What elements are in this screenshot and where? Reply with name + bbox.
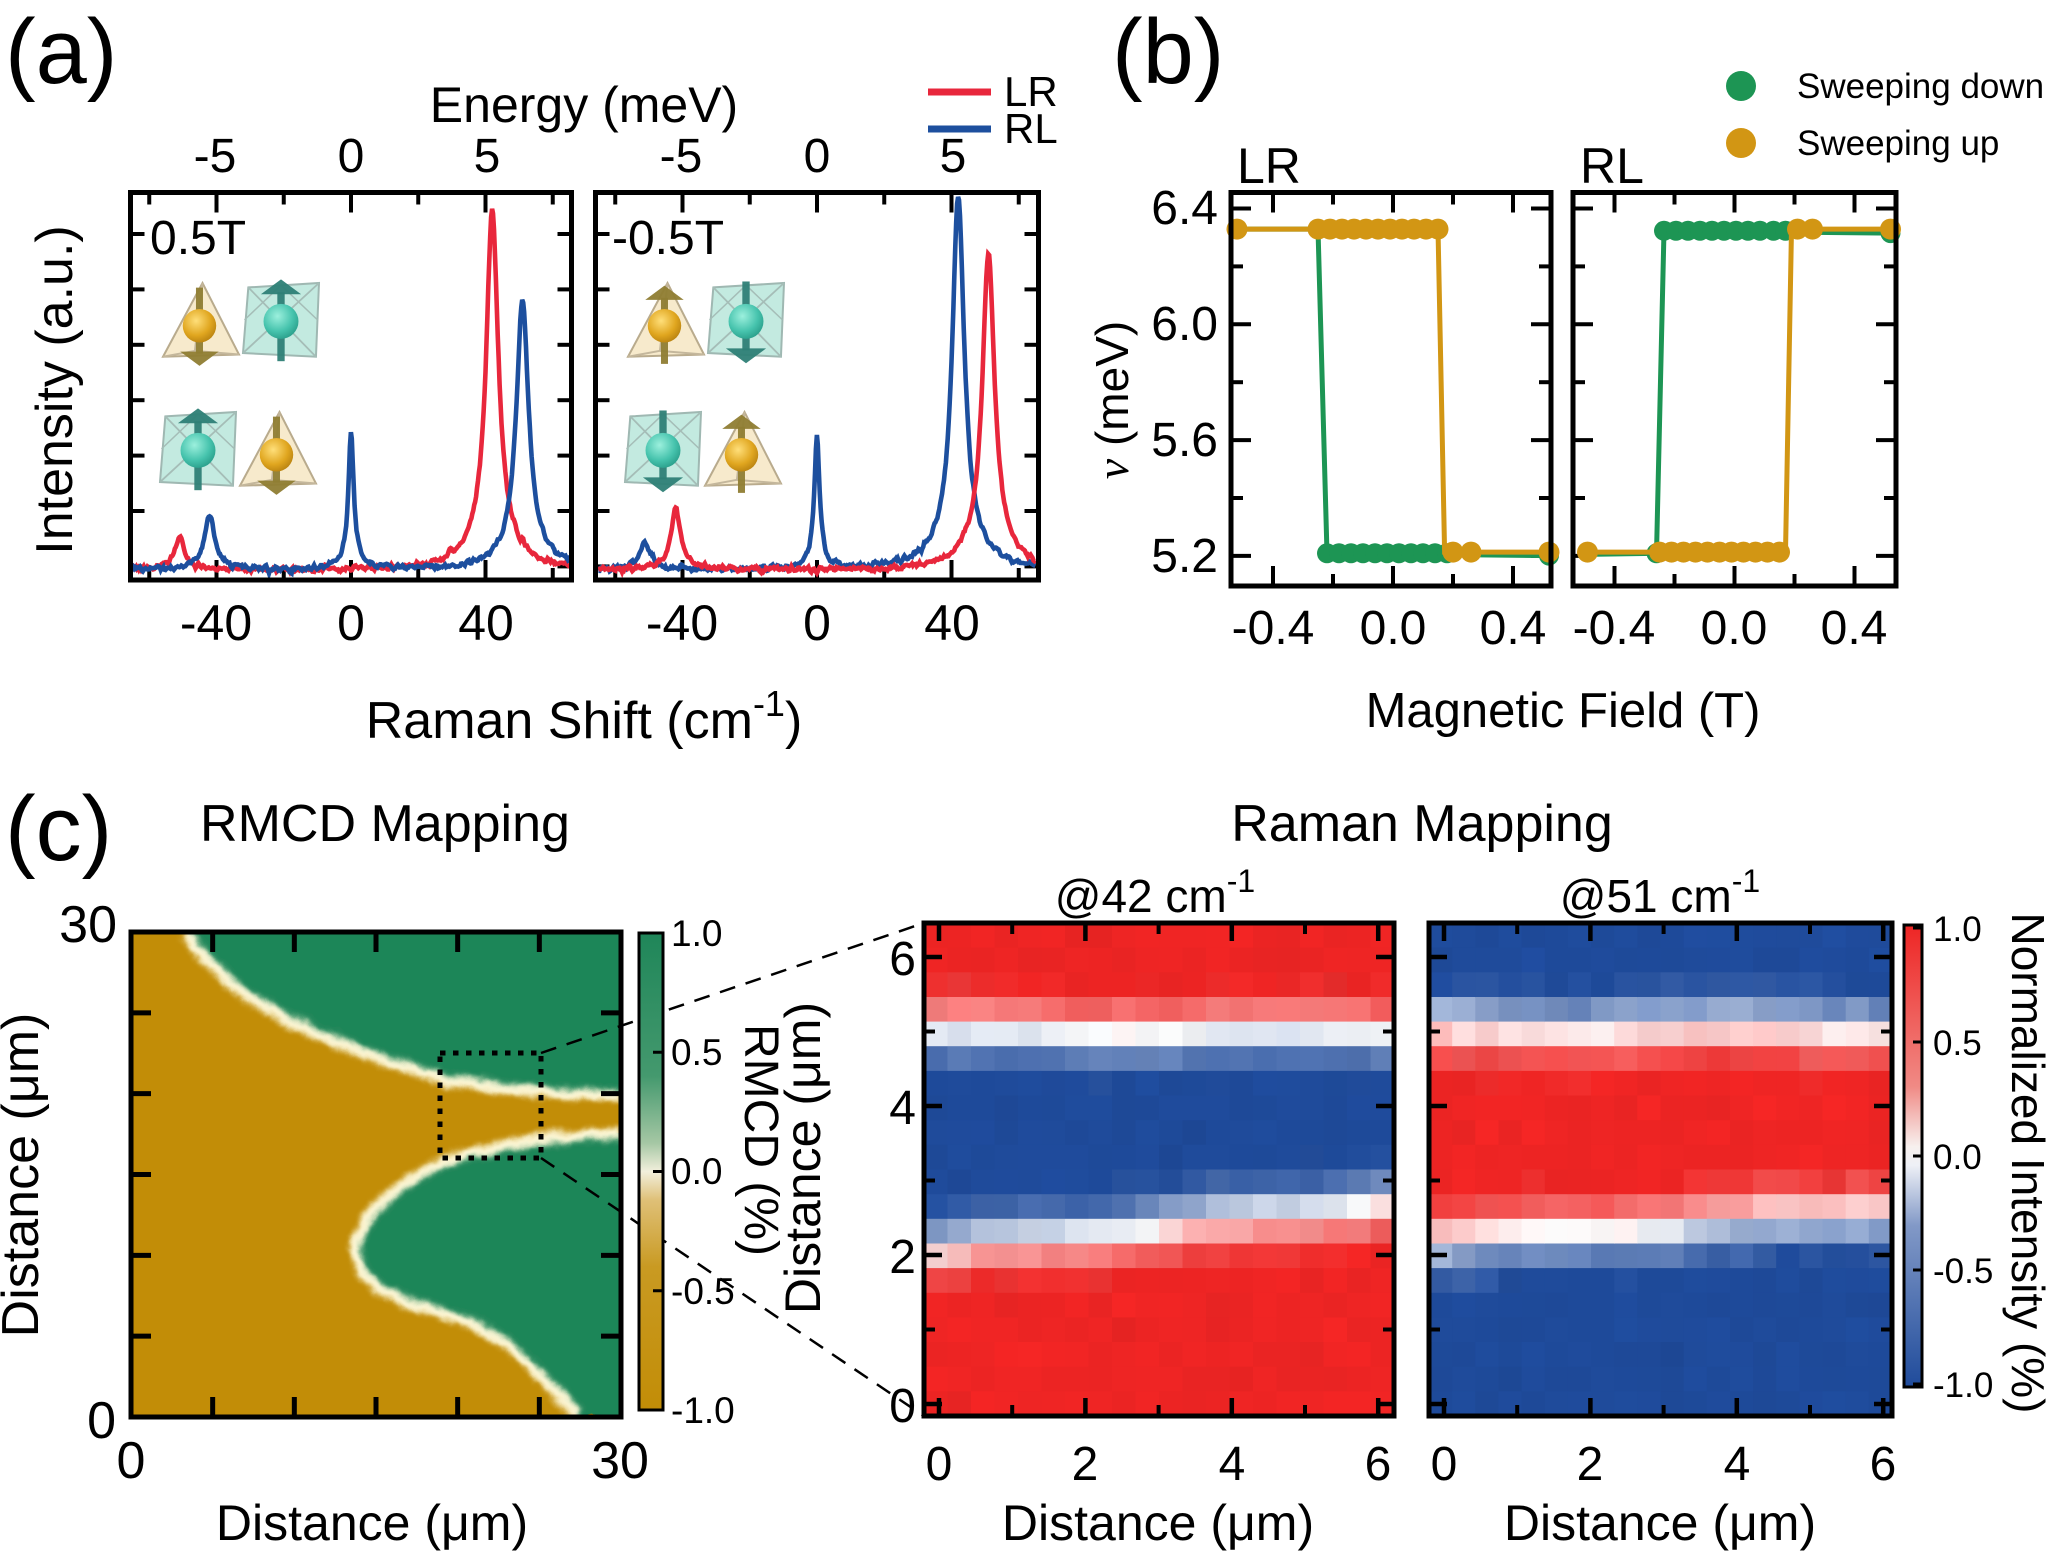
svg-text:Distance (μm): Distance (μm) xyxy=(1002,1495,1314,1551)
svg-text:5.6: 5.6 xyxy=(1151,414,1218,467)
svg-text:0: 0 xyxy=(87,1392,116,1450)
svg-text:LR: LR xyxy=(1004,68,1058,115)
svg-text:4: 4 xyxy=(889,1082,916,1135)
svg-text:0: 0 xyxy=(804,130,831,183)
svg-text:RMCD (%): RMCD (%) xyxy=(734,1024,787,1256)
svg-text:0.0: 0.0 xyxy=(1360,602,1427,655)
svg-text:Distance (μm): Distance (μm) xyxy=(0,1013,50,1338)
svg-text:0.0: 0.0 xyxy=(671,1151,722,1192)
svg-text:@42 cm-1: @42 cm-1 xyxy=(1055,863,1255,922)
svg-text:0.4: 0.4 xyxy=(1480,602,1547,655)
svg-text:-1.0: -1.0 xyxy=(671,1390,735,1431)
svg-text:0: 0 xyxy=(338,130,365,183)
svg-text:0: 0 xyxy=(803,595,831,651)
svg-text:0.4: 0.4 xyxy=(1821,602,1888,655)
svg-text:5: 5 xyxy=(474,130,501,183)
svg-text:0: 0 xyxy=(117,1432,146,1490)
svg-text:0.0: 0.0 xyxy=(1701,602,1768,655)
svg-text:0.5: 0.5 xyxy=(1933,1024,1982,1063)
svg-text:0: 0 xyxy=(889,1380,916,1433)
svg-text:(a): (a) xyxy=(5,1,117,103)
svg-text:2: 2 xyxy=(1072,1438,1099,1491)
svg-text:-0.4: -0.4 xyxy=(1573,602,1656,655)
svg-text:Sweeping down: Sweeping down xyxy=(1797,67,2044,106)
svg-text:4: 4 xyxy=(1724,1438,1751,1491)
svg-text:2: 2 xyxy=(1577,1438,1604,1491)
svg-text:ν (meV): ν (meV) xyxy=(1086,321,1138,479)
svg-text:6.4: 6.4 xyxy=(1151,182,1218,235)
svg-text:4: 4 xyxy=(1219,1438,1246,1491)
svg-text:-40: -40 xyxy=(646,595,718,651)
svg-text:-0.5: -0.5 xyxy=(1933,1252,1993,1291)
svg-text:-0.5: -0.5 xyxy=(671,1271,735,1312)
svg-text:1.0: 1.0 xyxy=(1933,910,1982,949)
svg-text:1.0: 1.0 xyxy=(671,913,722,954)
svg-text:Raman Shift (cm-1): Raman Shift (cm-1) xyxy=(366,683,803,750)
svg-text:@51 cm-1: @51 cm-1 xyxy=(1560,863,1760,922)
svg-text:Intensity (a.u.): Intensity (a.u.) xyxy=(26,225,84,554)
svg-text:30: 30 xyxy=(591,1432,649,1490)
svg-text:6: 6 xyxy=(889,933,916,986)
svg-text:Sweeping up: Sweeping up xyxy=(1797,124,1999,163)
svg-text:Energy (meV): Energy (meV) xyxy=(430,77,738,133)
svg-text:6.0: 6.0 xyxy=(1151,298,1218,351)
svg-text:-0.4: -0.4 xyxy=(1232,602,1315,655)
svg-text:LR: LR xyxy=(1237,138,1301,194)
svg-text:0.5: 0.5 xyxy=(671,1032,722,1073)
svg-text:Magnetic Field (T): Magnetic Field (T) xyxy=(1366,684,1761,738)
svg-text:Normalized Intensity (%): Normalized Intensity (%) xyxy=(2002,912,2048,1413)
svg-text:0.0: 0.0 xyxy=(1933,1138,1982,1177)
svg-text:40: 40 xyxy=(924,595,980,651)
svg-text:6: 6 xyxy=(1365,1438,1392,1491)
svg-text:-0.5T: -0.5T xyxy=(612,212,724,265)
svg-text:(c): (c) xyxy=(5,778,112,880)
svg-text:Raman Mapping: Raman Mapping xyxy=(1231,795,1613,853)
svg-text:-1.0: -1.0 xyxy=(1933,1366,1993,1405)
svg-text:0.5T: 0.5T xyxy=(150,212,246,265)
svg-text:RL: RL xyxy=(1004,105,1058,152)
svg-text:(b): (b) xyxy=(1112,1,1224,103)
svg-text:RMCD Mapping: RMCD Mapping xyxy=(200,795,570,853)
svg-text:0: 0 xyxy=(1431,1438,1458,1491)
svg-text:-5: -5 xyxy=(194,130,237,183)
svg-text:Distance (μm): Distance (μm) xyxy=(1504,1495,1816,1551)
svg-text:-5: -5 xyxy=(660,130,703,183)
svg-text:0: 0 xyxy=(337,595,365,651)
svg-text:-40: -40 xyxy=(180,595,252,651)
svg-text:Distance (μm): Distance (μm) xyxy=(216,1495,528,1551)
svg-text:40: 40 xyxy=(458,595,514,651)
svg-text:30: 30 xyxy=(59,896,117,954)
svg-text:RL: RL xyxy=(1580,138,1644,194)
svg-text:2: 2 xyxy=(889,1231,916,1284)
svg-text:6: 6 xyxy=(1870,1438,1897,1491)
svg-text:Distance (μm): Distance (μm) xyxy=(775,1002,831,1314)
svg-text:5.2: 5.2 xyxy=(1151,530,1218,583)
svg-text:5: 5 xyxy=(940,130,967,183)
svg-text:0: 0 xyxy=(926,1438,953,1491)
